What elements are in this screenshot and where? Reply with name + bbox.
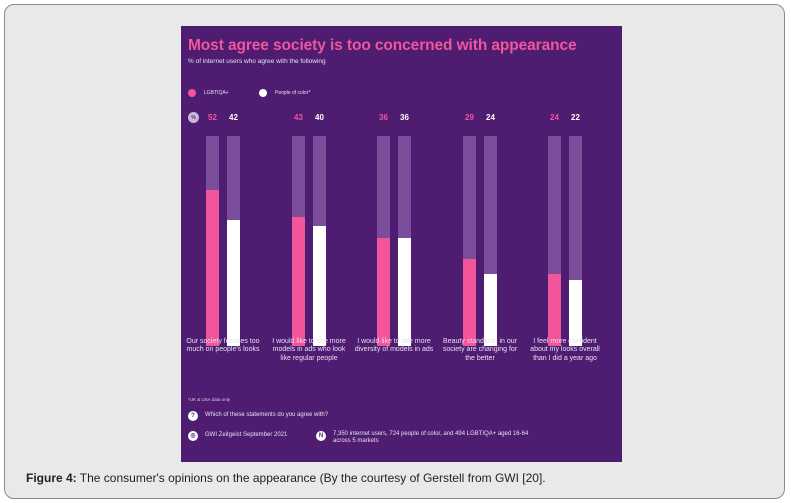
- category-label: I would like to see more models in ads w…: [272, 338, 346, 362]
- value-label: 29: [465, 113, 474, 122]
- bar-people-of-color: [484, 274, 497, 346]
- figure-frame: Most agree society is too concerned with…: [4, 4, 785, 499]
- bar-lgbtiqa: [377, 238, 390, 346]
- source-row: ◎ GWI Zeitgeist September 2021: [188, 431, 308, 441]
- legend-item-lgbtiqa: LGBTIQA+: [188, 88, 229, 97]
- gwi-logo-icon: ◎: [188, 431, 198, 441]
- bar-people-of-color: [569, 280, 582, 346]
- bar-track: [292, 136, 305, 346]
- source-text: GWI Zeitgeist September 2021: [205, 432, 288, 438]
- footnote: *UK & USA data only: [188, 397, 231, 402]
- legend-item-people-of-color: People of color*: [259, 88, 310, 97]
- bar-track: [548, 136, 561, 346]
- category-label: Our society focuses too much on people's…: [186, 338, 260, 354]
- legend-swatch-lgbtiqa: [188, 88, 196, 97]
- bar-lgbtiqa: [548, 274, 561, 346]
- bar-track: [484, 136, 497, 346]
- bar-track: [227, 136, 240, 346]
- bar-lgbtiqa: [463, 259, 476, 346]
- figure-caption: Figure 4: The consumer's opinions on the…: [26, 471, 546, 485]
- bar-track: [463, 136, 476, 346]
- bar-lgbtiqa: [292, 217, 305, 346]
- bar-track: [377, 136, 390, 346]
- value-label: 42: [229, 113, 238, 122]
- percent-icon: %: [188, 112, 199, 123]
- bar-people-of-color: [313, 226, 326, 346]
- sample-text: 7,350 internet users, 724 people of colo…: [333, 431, 529, 444]
- value-label: 22: [571, 113, 580, 122]
- question-icon: ?: [188, 411, 198, 421]
- caption-label: Figure 4:: [26, 471, 77, 485]
- category-label: I feel more confident about my looks ove…: [530, 338, 600, 362]
- bar-track: [398, 136, 411, 346]
- value-label: 36: [379, 113, 388, 122]
- value-label: 52: [208, 113, 217, 122]
- bar-track: [206, 136, 219, 346]
- value-label: 43: [294, 113, 303, 122]
- chart-title: Most agree society is too concerned with…: [188, 37, 577, 54]
- category-label: Beauty standards in our society are chan…: [442, 338, 518, 362]
- sample-icon: N: [316, 431, 326, 441]
- legend-label-people-of-color: People of color*: [275, 89, 311, 96]
- infographic: Most agree society is too concerned with…: [181, 26, 622, 462]
- legend-label-lgbtiqa: LGBTIQA+: [204, 89, 229, 96]
- value-label: 24: [486, 113, 495, 122]
- bar-track: [313, 136, 326, 346]
- bar-people-of-color: [398, 238, 411, 346]
- value-label: 40: [315, 113, 324, 122]
- bar-track: [569, 136, 582, 346]
- chart-subtitle: % of internet users who agree with the f…: [188, 58, 326, 65]
- question-row: ? Which of these statements do you agree…: [188, 411, 328, 421]
- sample-row: N 7,350 internet users, 724 people of co…: [316, 431, 546, 445]
- bar-people-of-color: [227, 220, 240, 346]
- legend-swatch-people-of-color: [259, 88, 267, 97]
- value-label: 36: [400, 113, 409, 122]
- value-label: 24: [550, 113, 559, 122]
- question-text: Which of these statements do you agree w…: [205, 412, 329, 418]
- category-label: I would like to see more diversity of mo…: [354, 338, 434, 354]
- bar-lgbtiqa: [206, 190, 219, 346]
- caption-text: The consumer's opinions on the appearanc…: [76, 471, 546, 485]
